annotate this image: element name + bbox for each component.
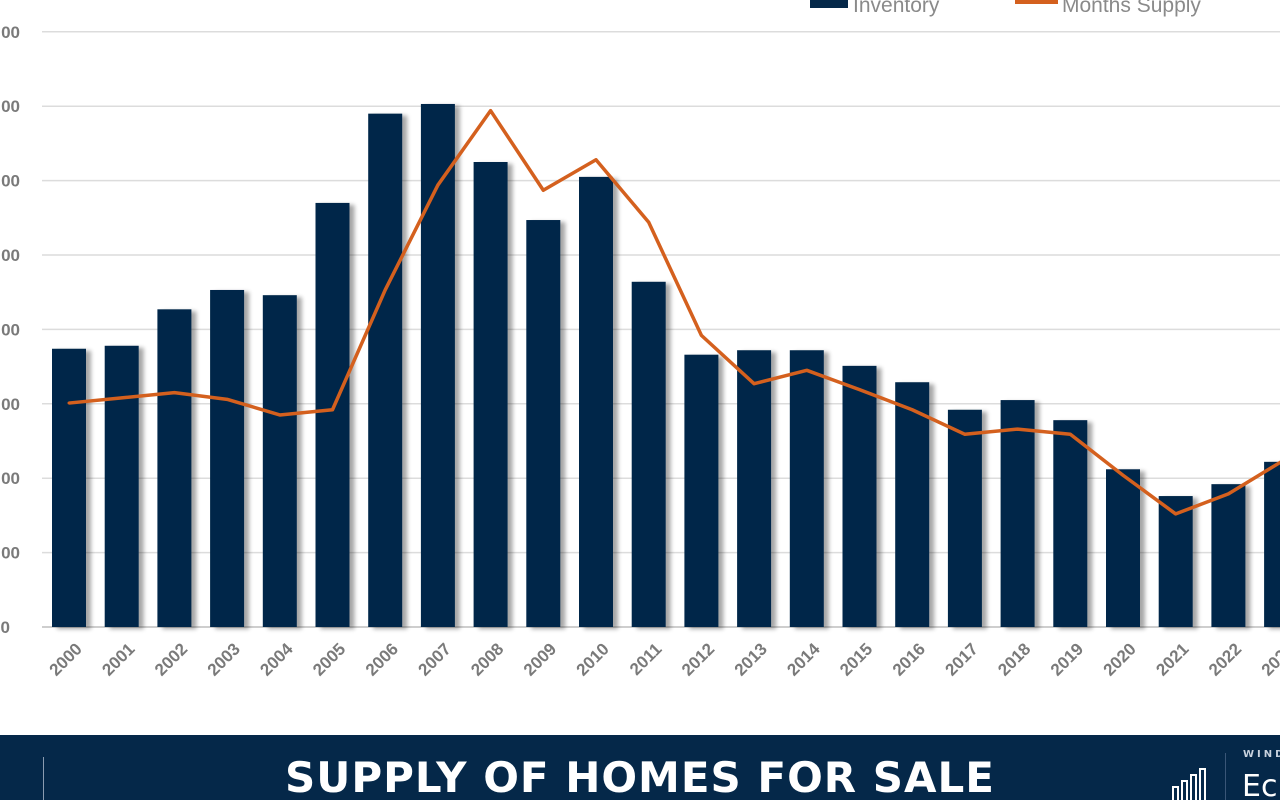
- chart-title: SUPPLY OF HOMES FOR SALE: [0, 753, 1280, 802]
- x-tick-label: 2000: [46, 639, 86, 679]
- point-months-supply-2011: [647, 221, 650, 224]
- x-tick-label: 2012: [678, 639, 718, 679]
- x-tick-label: 2002: [151, 639, 191, 679]
- point-months-supply-2001: [120, 396, 123, 399]
- point-months-supply-2000: [68, 402, 71, 405]
- point-months-supply-2006: [384, 288, 387, 291]
- bar-inventory-2011: [632, 282, 666, 627]
- bar-inventory-2014: [790, 350, 824, 627]
- bar-inventory-2003: [210, 290, 244, 627]
- x-tick-label: 2015: [836, 639, 876, 679]
- bar-inventory-2001: [105, 346, 139, 627]
- x-tick-label: 2005: [309, 639, 349, 679]
- x-tick-label: 2019: [1047, 639, 1087, 679]
- bar-inventory-2022: [1211, 484, 1245, 627]
- bar-inventory-2020: [1106, 469, 1140, 627]
- legend-label-months-supply: Months Supply: [1062, 0, 1201, 17]
- point-months-supply-2020: [1122, 474, 1125, 477]
- point-months-supply-2016: [911, 408, 914, 411]
- y-tick-label: 00: [1, 23, 20, 42]
- x-tick-label: 2021: [1152, 639, 1192, 679]
- y-tick-label: 00: [1, 469, 20, 488]
- x-tick-label: 2007: [415, 639, 455, 679]
- bar-chart-logo-icon: [1170, 767, 1210, 800]
- point-months-supply-2010: [595, 158, 598, 161]
- y-tick-label: 00: [1, 320, 20, 339]
- bar-inventory-2012: [684, 355, 718, 627]
- legend-swatch-months-supply: [1015, 0, 1058, 4]
- point-months-supply-2008: [489, 109, 492, 112]
- x-tick-label: 2011: [626, 639, 666, 679]
- bar-inventory-2002: [157, 309, 191, 627]
- point-months-supply-2014: [805, 369, 808, 372]
- legend-label-inventory: Inventory: [853, 0, 940, 17]
- x-tick-label: 2017: [942, 639, 982, 679]
- bar-inventory-2018: [1001, 400, 1035, 627]
- bar-inventory-2000: [52, 349, 86, 627]
- x-tick-label: 2009: [520, 639, 560, 679]
- bar-inventory-2023: [1264, 462, 1280, 627]
- bar-inventory-2008: [474, 162, 508, 627]
- bar-inventory-2004: [263, 295, 297, 627]
- point-months-supply-2002: [173, 391, 176, 394]
- footer-banner: SUPPLY OF HOMES FOR SALE WIND Ec: [0, 735, 1280, 800]
- point-months-supply-2004: [278, 413, 281, 416]
- legend-swatch-inventory: [810, 0, 848, 8]
- x-tick-label: 2018: [994, 639, 1034, 679]
- bar-inventory-2019: [1053, 420, 1087, 627]
- bar-inventory-2021: [1159, 496, 1193, 627]
- bar-inventory-2017: [948, 410, 982, 627]
- bar-inventory-2005: [316, 203, 350, 627]
- bar-inventory-2010: [579, 177, 613, 627]
- point-months-supply-2019: [1069, 433, 1072, 436]
- x-tick-label: 2010: [573, 639, 613, 679]
- y-tick-label: 00: [1, 97, 20, 116]
- point-months-supply-2013: [753, 382, 756, 385]
- x-tick-label: 2022: [1205, 639, 1245, 679]
- x-tick-label: 2003: [204, 639, 244, 679]
- bar-inventory-2015: [843, 366, 877, 627]
- y-tick-label: 00: [1, 544, 20, 563]
- x-tick-label: 2004: [256, 639, 297, 680]
- line-months-supply: [69, 111, 1280, 514]
- logo-text-top: WIND: [1243, 749, 1280, 760]
- x-tick-label: 2008: [467, 639, 507, 679]
- logo-divider: [1225, 753, 1226, 800]
- legend: Inventory Months Supply: [810, 0, 1201, 17]
- point-months-supply-2021: [1174, 512, 1177, 515]
- x-tick-label: 2016: [889, 639, 929, 679]
- y-tick-label: 00: [1, 172, 20, 191]
- point-months-supply-2012: [700, 334, 703, 337]
- point-months-supply-2009: [542, 189, 545, 192]
- bar-inventory-2016: [895, 382, 929, 627]
- point-months-supply-2007: [436, 184, 439, 187]
- point-months-supply-2005: [331, 408, 334, 411]
- x-tick-label: 2014: [783, 639, 824, 680]
- x-tick-label: 2023: [1258, 639, 1280, 679]
- x-tick-label: 2013: [731, 639, 771, 679]
- point-months-supply-2017: [963, 433, 966, 436]
- bar-inventory-2013: [737, 350, 771, 627]
- x-tick-label: 2006: [362, 639, 402, 679]
- point-months-supply-2018: [1016, 428, 1019, 431]
- y-tick-label: 0: [1, 618, 10, 637]
- logo-text-main: Ec: [1242, 769, 1277, 804]
- x-tick-label: 2020: [1100, 639, 1140, 679]
- point-months-supply-2022: [1227, 492, 1230, 495]
- y-tick-label: 00: [1, 395, 20, 414]
- point-months-supply-2015: [858, 388, 861, 391]
- y-tick-label: 00: [1, 246, 20, 265]
- bar-inventory-2006: [368, 114, 402, 627]
- bar-inventory-2009: [526, 220, 560, 627]
- x-tick-label: 2001: [98, 639, 138, 679]
- point-months-supply-2003: [226, 398, 229, 401]
